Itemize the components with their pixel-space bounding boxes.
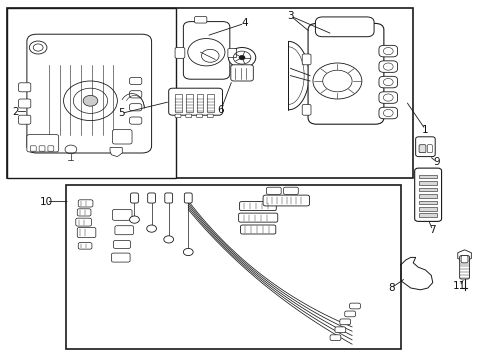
Bar [418,207,436,211]
FancyBboxPatch shape [263,195,309,206]
Circle shape [146,225,156,232]
Bar [418,213,436,217]
FancyBboxPatch shape [339,319,350,325]
Bar [418,201,436,204]
FancyBboxPatch shape [378,45,397,57]
FancyBboxPatch shape [207,114,213,118]
FancyBboxPatch shape [349,303,360,309]
Text: 6: 6 [217,105,224,115]
FancyBboxPatch shape [168,88,222,115]
FancyBboxPatch shape [175,114,181,118]
Polygon shape [457,250,470,261]
FancyBboxPatch shape [415,137,434,157]
FancyBboxPatch shape [129,117,142,124]
FancyBboxPatch shape [175,48,184,58]
FancyBboxPatch shape [184,193,192,203]
FancyBboxPatch shape [378,61,397,72]
FancyBboxPatch shape [129,77,142,85]
FancyBboxPatch shape [329,335,340,341]
Bar [196,94,203,112]
Bar [66,185,400,349]
Bar [175,94,182,112]
FancyBboxPatch shape [227,49,236,58]
FancyBboxPatch shape [30,146,36,151]
FancyBboxPatch shape [164,193,172,203]
FancyBboxPatch shape [130,193,138,203]
FancyBboxPatch shape [302,104,310,115]
FancyBboxPatch shape [239,202,276,211]
Text: 11: 11 [452,281,466,291]
FancyBboxPatch shape [460,256,467,263]
FancyBboxPatch shape [129,91,142,98]
Bar [7,8,176,178]
Text: 2: 2 [12,107,19,117]
Circle shape [163,236,173,243]
Bar [418,188,436,191]
Bar [207,94,214,112]
FancyBboxPatch shape [418,145,425,153]
FancyBboxPatch shape [302,54,310,65]
FancyBboxPatch shape [115,226,133,235]
FancyBboxPatch shape [315,17,373,37]
FancyBboxPatch shape [283,187,298,194]
FancyBboxPatch shape [238,213,277,222]
FancyBboxPatch shape [185,114,191,118]
Circle shape [183,248,193,256]
Circle shape [129,216,139,223]
Circle shape [239,55,244,60]
Text: 7: 7 [428,225,435,235]
FancyBboxPatch shape [378,76,397,88]
FancyBboxPatch shape [183,22,229,79]
FancyBboxPatch shape [76,218,91,226]
FancyBboxPatch shape [378,92,397,103]
FancyBboxPatch shape [78,243,92,249]
Bar [418,175,436,178]
FancyBboxPatch shape [39,146,45,151]
FancyBboxPatch shape [307,23,383,124]
Bar [418,181,436,185]
FancyBboxPatch shape [19,99,31,108]
Text: 10: 10 [40,197,53,207]
FancyBboxPatch shape [27,34,151,153]
FancyBboxPatch shape [113,240,130,248]
FancyBboxPatch shape [111,253,130,262]
Text: 3: 3 [287,11,294,21]
FancyBboxPatch shape [378,107,397,119]
Bar [185,94,192,112]
Circle shape [228,48,255,68]
FancyBboxPatch shape [78,200,93,207]
FancyBboxPatch shape [240,225,275,234]
FancyBboxPatch shape [112,210,132,220]
FancyBboxPatch shape [344,311,355,317]
Text: 5: 5 [118,108,124,118]
FancyBboxPatch shape [77,209,91,216]
Text: 1: 1 [421,125,428,135]
Bar [418,194,436,198]
FancyBboxPatch shape [19,115,31,124]
FancyBboxPatch shape [129,104,142,111]
Text: 9: 9 [432,157,439,167]
FancyBboxPatch shape [334,327,345,333]
FancyBboxPatch shape [48,146,54,151]
FancyBboxPatch shape [427,145,431,153]
FancyBboxPatch shape [230,65,253,81]
FancyBboxPatch shape [194,17,206,23]
Bar [7,8,412,178]
Circle shape [83,95,98,106]
FancyBboxPatch shape [77,228,96,238]
Polygon shape [110,148,122,157]
FancyBboxPatch shape [266,187,281,194]
FancyBboxPatch shape [147,193,155,203]
FancyBboxPatch shape [112,130,132,144]
FancyBboxPatch shape [414,168,441,221]
FancyBboxPatch shape [459,256,468,279]
FancyBboxPatch shape [19,83,31,92]
FancyBboxPatch shape [27,135,59,152]
FancyBboxPatch shape [196,114,202,118]
Text: 4: 4 [241,18,247,28]
Text: 8: 8 [387,283,394,293]
